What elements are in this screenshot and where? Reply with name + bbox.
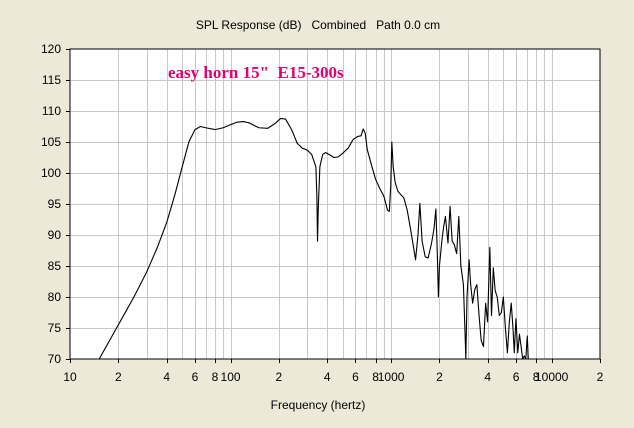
x-tick-label: 4: [484, 370, 491, 384]
y-tick-label: 110: [42, 104, 61, 118]
y-tick-label: 115: [42, 73, 61, 87]
y-tick-label: 75: [48, 321, 62, 335]
x-tick-label: 2: [115, 370, 122, 384]
x-tick-label: 2: [276, 370, 283, 384]
series-layer: [98, 117, 529, 359]
x-axis-label: Frequency (hertz): [271, 398, 366, 412]
y-tick-label: 80: [48, 290, 62, 304]
chart-title: SPL Response (dB) Combined Path 0.0 cm: [196, 18, 440, 32]
x-tick-label: 8: [533, 370, 540, 384]
x-tick-label: 1000: [378, 370, 405, 384]
chart-annotation: easy horn 15" E15-300s: [168, 63, 344, 82]
x-tick-label: 2: [597, 370, 604, 384]
y-tick-label: 95: [48, 197, 62, 211]
y-tick-label: 70: [48, 352, 62, 366]
plot-border: [69, 48, 601, 360]
y-tick-label: 85: [48, 259, 62, 273]
x-tick-label: 2: [436, 370, 443, 384]
y-tick-label: 105: [41, 135, 61, 149]
x-tick-label: 6: [192, 370, 199, 384]
x-tick-label: 6: [513, 370, 520, 384]
y-tick-label: 100: [41, 166, 61, 180]
x-tick-label: 10000: [535, 370, 569, 384]
x-tick-label: 100: [221, 370, 241, 384]
x-tick-label: 6: [352, 370, 359, 384]
y-tick-label: 90: [48, 228, 62, 242]
x-tick-label: 8: [372, 370, 379, 384]
grid-lines: [70, 49, 600, 359]
y-tick-label: 120: [41, 42, 61, 56]
x-tick-label: 4: [324, 370, 331, 384]
x-tick-label: 4: [163, 370, 170, 384]
x-tick-label: 10: [63, 370, 77, 384]
x-tick-label: 8: [212, 370, 219, 384]
spl-response-line: [98, 117, 529, 359]
